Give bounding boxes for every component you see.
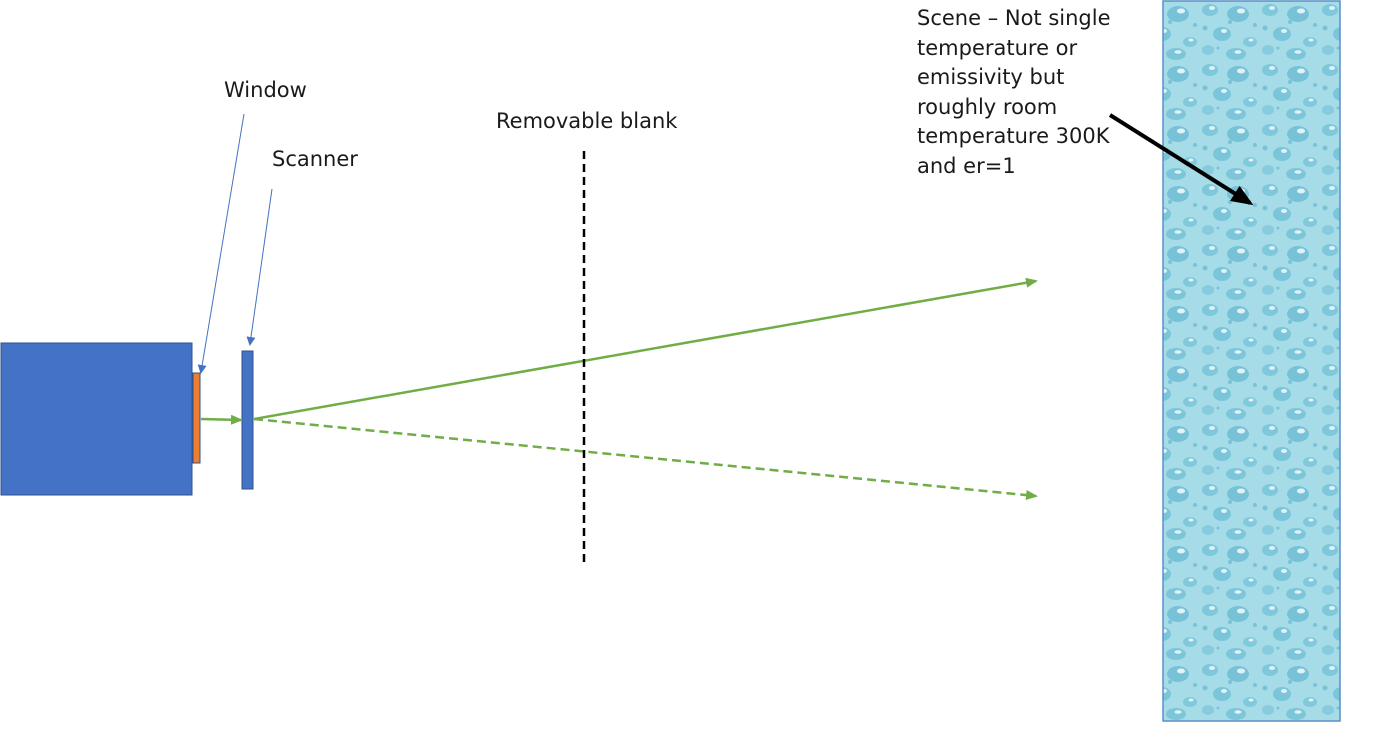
scene-panel xyxy=(1162,0,1341,722)
removable-blank-label: Removable blank xyxy=(496,109,678,133)
input-beam-arrow xyxy=(200,414,243,425)
window-label: Window xyxy=(224,78,307,102)
window-pointer-arrow xyxy=(197,113,245,374)
camera-body xyxy=(0,342,193,496)
dashed-beam-arrow xyxy=(253,417,1038,500)
scanner-label: Scanner xyxy=(272,147,358,171)
scanner-pointer-arrow xyxy=(246,188,273,346)
solid-beam-arrow xyxy=(253,277,1038,421)
scene-label: Scene – Not single temperature or emissi… xyxy=(917,6,1111,178)
scanner-element xyxy=(241,350,254,490)
scene-pointer-arrow xyxy=(1108,113,1254,206)
window-element xyxy=(192,372,201,464)
